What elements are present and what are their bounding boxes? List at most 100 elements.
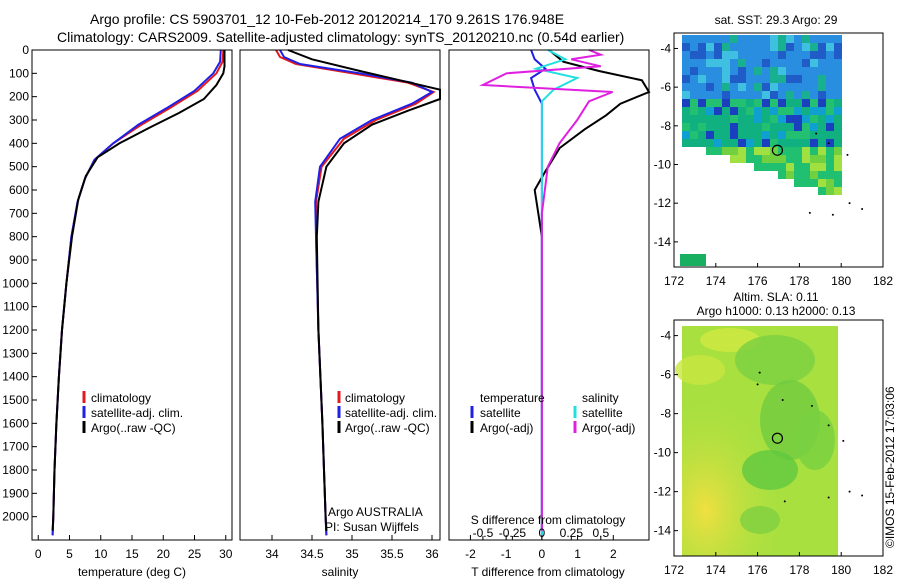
sst-cell	[754, 155, 762, 163]
pi-label: PI: Susan Wijffels	[325, 520, 419, 534]
sst-cell	[802, 59, 810, 67]
sst-cell	[810, 83, 818, 91]
sst-cell	[818, 99, 826, 107]
sst-cell	[802, 123, 810, 131]
lat-tick-label: -12	[654, 196, 672, 210]
sst-cell	[770, 67, 778, 75]
argo-position-marker	[771, 432, 784, 444]
sst-cell	[722, 91, 730, 99]
sst-cell	[730, 59, 738, 67]
sst-cell	[706, 59, 714, 67]
sst-cell	[706, 83, 714, 91]
lon-tick-label: 178	[789, 563, 809, 577]
sst-cell	[722, 139, 730, 147]
sst-cell	[690, 115, 698, 123]
sst-cell	[834, 139, 842, 147]
sst-cell	[722, 99, 730, 107]
sla-blob	[740, 506, 780, 534]
s-tick-label: -0.5	[473, 526, 494, 540]
sst-cell	[714, 51, 722, 59]
sst-cell	[754, 123, 762, 131]
sst-cell	[762, 147, 770, 155]
sst-cell	[826, 123, 834, 131]
sst-cell	[770, 35, 778, 43]
profile-line-argo-raw-qc-	[51, 50, 226, 531]
sst-map-title: sat. SST: 29.3 Argo: 29	[715, 13, 838, 27]
sst-cell	[834, 67, 842, 75]
sst-cell	[818, 35, 826, 43]
sst-cell	[786, 147, 794, 155]
sst-cell	[762, 75, 770, 83]
sst-cell	[818, 75, 826, 83]
x-tick-label: 2	[610, 547, 617, 561]
sst-cell	[706, 139, 714, 147]
sst-cell	[834, 171, 842, 179]
sst-cell	[746, 43, 754, 51]
x-tick-label: 36	[425, 547, 439, 561]
legend-satellite: satellite-adj. clim.	[345, 406, 437, 420]
sst-cell	[818, 107, 826, 115]
sst-cell	[714, 123, 722, 131]
lat-tick-label: -14	[654, 235, 672, 249]
sst-cell	[754, 115, 762, 123]
depth-tick-label: 1500	[2, 393, 29, 407]
sst-cell	[682, 91, 690, 99]
sst-cell	[682, 43, 690, 51]
difference-legend: temperature satellite Argo(-adj) salinit…	[470, 391, 635, 435]
sst-cell	[746, 115, 754, 123]
sst-cell	[682, 75, 690, 83]
t-diff-label: T difference from climatology	[471, 565, 625, 579]
sst-cell	[738, 131, 746, 139]
sst-cell	[706, 123, 714, 131]
sst-cell	[826, 139, 834, 147]
lat-tick-label: -6	[660, 80, 671, 94]
sst-cell	[706, 131, 714, 139]
sst-cell	[762, 83, 770, 91]
sst-cell	[690, 91, 698, 99]
sst-cell	[738, 91, 746, 99]
s-tick-label: 0.25	[560, 526, 584, 540]
sst-cell	[754, 75, 762, 83]
lat-tick-label: -4	[660, 329, 671, 343]
salinity-x-ticks: 34 34.5 35 35.5 36	[265, 535, 439, 561]
sst-cell	[778, 155, 786, 163]
sst-cell	[722, 123, 730, 131]
sst-cell	[778, 131, 786, 139]
sst-cell	[746, 35, 754, 43]
sst-cell	[810, 107, 818, 115]
sst-cell	[810, 123, 818, 131]
sst-cell	[826, 179, 834, 187]
sst-cell	[770, 75, 778, 83]
sst-cell	[834, 131, 842, 139]
s-tick-label: 0.5	[592, 526, 609, 540]
sst-cell	[818, 43, 826, 51]
salinity-xlabel: salinity	[322, 565, 359, 579]
sst-cell	[738, 75, 746, 83]
sst-cell	[754, 131, 762, 139]
sst-cell	[738, 139, 746, 147]
lon-tick-label: 174	[706, 563, 726, 577]
sst-cell	[762, 115, 770, 123]
sst-cell	[778, 163, 786, 171]
sst-cell	[834, 75, 842, 83]
sla-map-frame	[673, 319, 884, 557]
x-tick-label: 5	[66, 547, 73, 561]
sst-cell	[690, 43, 698, 51]
sst-cell	[698, 123, 706, 131]
salinity-diff-ticks: -0.5 -0.25 0 0.25 0.5	[473, 526, 609, 540]
lat-tick-label: -8	[660, 407, 671, 421]
salinity-frame	[239, 49, 441, 541]
x-tick-label: -2	[465, 547, 476, 561]
profile-line-climatology	[51, 49, 225, 536]
sst-cell	[698, 99, 706, 107]
sst-cell	[762, 59, 770, 67]
sst-cell	[778, 139, 786, 147]
sst-cell	[754, 107, 762, 115]
sst-cell	[794, 83, 802, 91]
sst-cell	[834, 35, 842, 43]
sst-cell	[738, 123, 746, 131]
sst-cell	[802, 43, 810, 51]
sst-cell	[834, 83, 842, 91]
sst-cell	[778, 43, 786, 51]
